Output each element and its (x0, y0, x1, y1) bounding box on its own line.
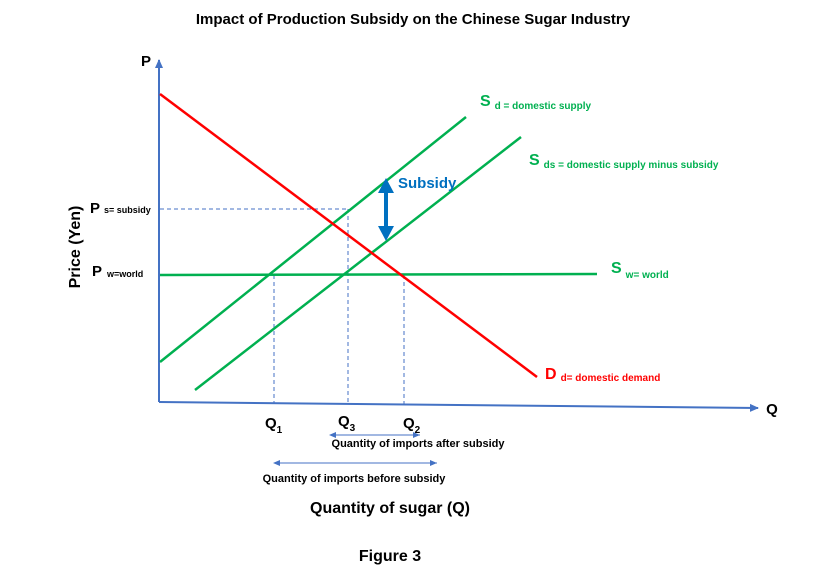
domestic-demand-line (159, 93, 538, 378)
x-axis-title: Quantity of sugar (Q) (310, 500, 470, 517)
imports-before-label: Quantity of imports before subsidy (263, 473, 447, 485)
world-supply-line (159, 272, 598, 277)
domestic-supply-line (159, 116, 467, 363)
imports-after-label: Quantity of imports after subsidy (332, 438, 506, 450)
supply-minus-subsidy-line (194, 136, 522, 391)
y-axis-title: Price (Yen) (67, 206, 84, 289)
q2-label: Q2 (403, 415, 421, 436)
q1-label: Q1 (265, 415, 283, 436)
subsidy-arrow (378, 178, 394, 241)
x-axis-symbol: Q (766, 401, 778, 418)
subsidy-label: Subsidy (398, 175, 457, 192)
chart-title: Impact of Production Subsidy on the Chin… (196, 11, 631, 28)
x-axis (158, 401, 759, 412)
figure-caption: Figure 3 (359, 548, 421, 565)
q3-label: Q3 (338, 413, 356, 434)
y-axis-symbol: P (141, 53, 151, 70)
